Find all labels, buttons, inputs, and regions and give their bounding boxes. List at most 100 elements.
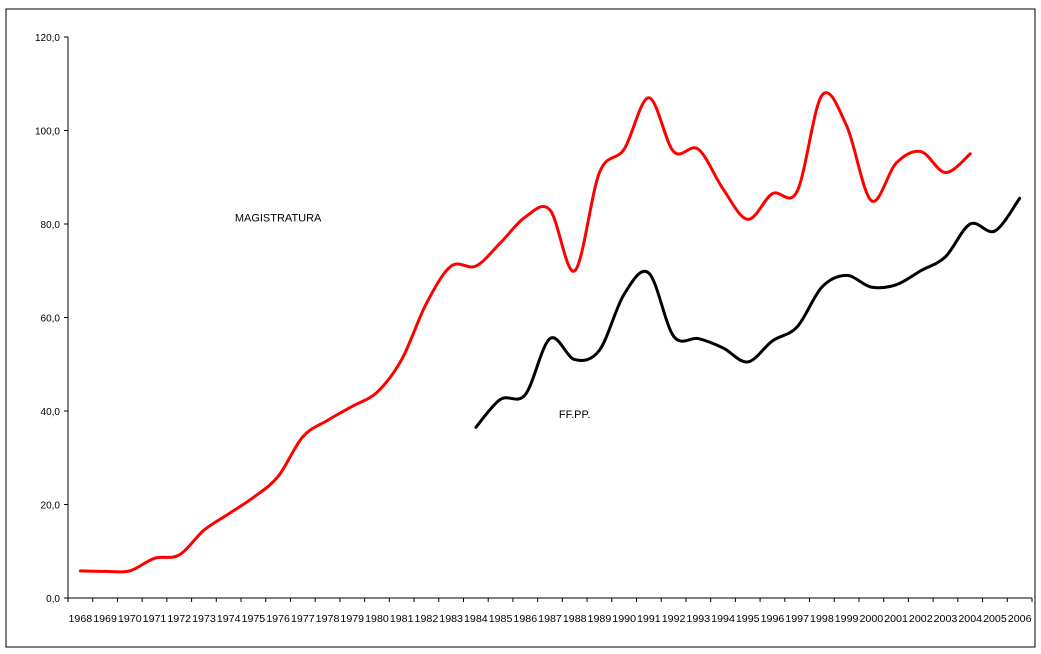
y-tick-label: 80,0 [41, 220, 61, 231]
y-tick-label: 120,0 [35, 33, 60, 44]
data-point-magistratura [153, 557, 156, 560]
series-line-magistratura [78, 91, 972, 574]
x-tick-label: 1980 [365, 614, 389, 625]
data-point-magistratura [450, 265, 453, 268]
data-point-magistratura [771, 192, 774, 195]
x-tick-label: 2005 [983, 614, 1007, 625]
x-tick-label: 1971 [143, 614, 167, 625]
data-point-ff-pp [895, 283, 898, 286]
x-tick-label: 1994 [711, 614, 735, 625]
data-point-ff-pp [845, 274, 848, 277]
x-tick-label: 2003 [934, 614, 958, 625]
x-tick-label: 1972 [167, 614, 191, 625]
data-point-magistratura [277, 475, 280, 478]
x-tick-label: 1993 [686, 614, 710, 625]
data-point-magistratura [623, 148, 626, 151]
data-point-magistratura [326, 419, 329, 422]
data-point-magistratura [351, 405, 354, 408]
data-point-magistratura [944, 171, 947, 174]
x-tick-label: 1985 [489, 614, 513, 625]
y-tick-label: 40,0 [41, 407, 61, 418]
x-tick-label: 1974 [217, 614, 241, 625]
annotations: MAGISTRATURA FF.PP. [235, 213, 591, 421]
data-point-magistratura [919, 150, 922, 153]
annotation-label: MAGISTRATURA [235, 213, 322, 225]
data-point-magistratura [870, 199, 873, 202]
data-point-magistratura [375, 391, 378, 394]
data-point-magistratura [425, 302, 428, 305]
x-tick-label: 1969 [93, 614, 117, 625]
data-point-ff-pp [722, 346, 725, 349]
data-point-magistratura [227, 512, 230, 515]
data-point-magistratura [252, 496, 255, 499]
data-point-magistratura [178, 553, 181, 556]
y-tick-label: 60,0 [41, 314, 61, 325]
x-tick-label: 1999 [835, 614, 859, 625]
data-point-magistratura [722, 187, 725, 190]
series-layer [78, 91, 1022, 574]
x-tick-label: 1976 [266, 614, 290, 625]
data-point-ff-pp [647, 272, 650, 275]
data-point-magistratura [202, 529, 205, 532]
x-tick-label: 1986 [513, 614, 537, 625]
chart-frame [5, 8, 1036, 648]
data-point-ff-pp [870, 286, 873, 289]
data-point-magistratura [128, 569, 131, 572]
data-point-magistratura [301, 435, 304, 438]
data-point-magistratura [672, 150, 675, 153]
x-tick-label: 1987 [538, 614, 562, 625]
x-tick-label: 1978 [316, 614, 340, 625]
x-tick-label: 1970 [118, 614, 142, 625]
x-tick-label: 1968 [69, 614, 93, 625]
x-tick-label: 1996 [761, 614, 785, 625]
data-point-magistratura [573, 269, 576, 272]
x-tick-label: 1979 [340, 614, 364, 625]
x-tick-label: 1991 [637, 614, 661, 625]
data-point-ff-pp [573, 358, 576, 361]
data-point-magistratura [895, 162, 898, 165]
data-point-ff-pp [944, 255, 947, 258]
data-point-ff-pp [672, 335, 675, 338]
annotation-label: FF.PP. [559, 409, 591, 421]
data-point-magistratura [746, 218, 749, 221]
x-tick-label: 2000 [859, 614, 883, 625]
x-tick-label: 1981 [390, 614, 414, 625]
x-tick-label: 2001 [884, 614, 908, 625]
data-point-ff-pp [820, 286, 823, 289]
x-tick-label: 1997 [785, 614, 809, 625]
data-point-magistratura [400, 358, 403, 361]
data-point-ff-pp [524, 393, 527, 396]
data-point-ff-pp [623, 293, 626, 296]
x-tick-label: 1984 [464, 614, 488, 625]
data-point-magistratura [796, 190, 799, 193]
data-point-ff-pp [993, 230, 996, 233]
data-point-ff-pp [771, 339, 774, 342]
x-tick-label: 2004 [958, 614, 982, 625]
series-line-ff-pp [474, 196, 1022, 429]
data-point-ff-pp [474, 426, 477, 429]
data-point-ff-pp [549, 337, 552, 340]
data-point-magistratura [549, 208, 552, 211]
x-tick-label: 1989 [588, 614, 612, 625]
x-tick-label: 1982 [415, 614, 439, 625]
data-point-magistratura [524, 215, 527, 218]
x-tick-label: 1973 [192, 614, 216, 625]
data-point-magistratura [697, 148, 700, 151]
x-tick-label: 1990 [612, 614, 636, 625]
data-point-ff-pp [1018, 197, 1021, 200]
data-point-magistratura [647, 96, 650, 99]
x-tick-label: 1998 [810, 614, 834, 625]
data-point-ff-pp [919, 269, 922, 272]
data-point-magistratura [79, 569, 82, 572]
y-tick-label: 20,0 [41, 501, 61, 512]
x-tick-label: 1992 [662, 614, 686, 625]
data-point-magistratura [474, 265, 477, 268]
x-tick-label: 1995 [736, 614, 760, 625]
x-tick-label: 1975 [242, 614, 266, 625]
data-point-magistratura [969, 152, 972, 155]
data-point-magistratura [499, 241, 502, 244]
x-tick-label: 1988 [563, 614, 587, 625]
